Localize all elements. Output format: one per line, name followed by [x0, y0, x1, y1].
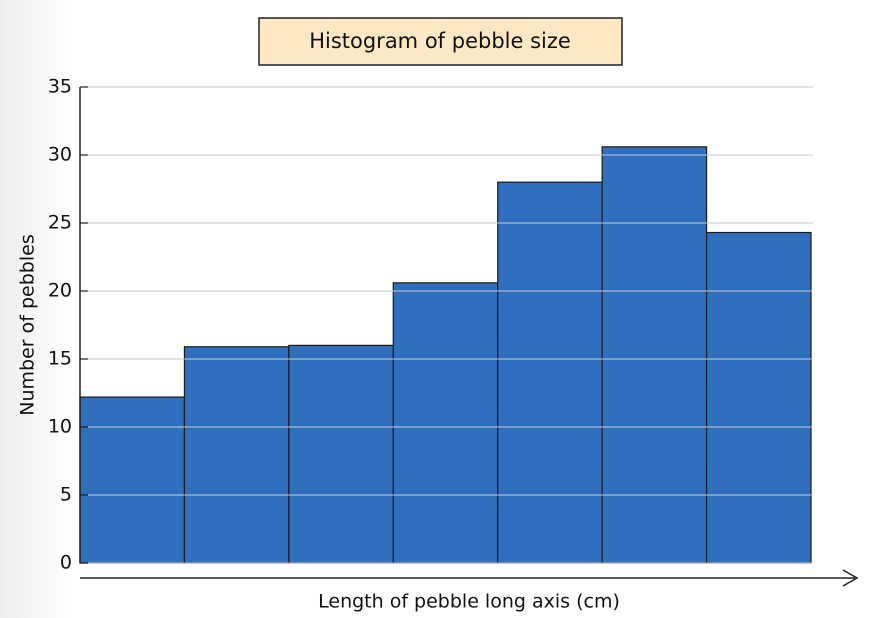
y-tick-label: 10 [48, 416, 72, 438]
y-tick-label: 30 [48, 144, 72, 166]
bar [601, 146, 708, 564]
chart-title: Histogram of pebble size [309, 29, 571, 53]
y-axis-label: Number of pebbles [17, 234, 39, 415]
bar [288, 344, 394, 564]
bar [183, 346, 290, 564]
title-box [258, 17, 623, 66]
bar [79, 396, 186, 564]
y-tick-label: 35 [48, 76, 72, 98]
y-tick-label: 20 [48, 280, 72, 302]
y-tick-label: 5 [60, 484, 72, 506]
y-tick-label: 25 [48, 212, 72, 234]
bar [497, 181, 603, 564]
y-tick-label: 15 [48, 348, 72, 370]
x-axis-label: Length of pebble long axis (cm) [318, 591, 620, 613]
y-tick-label: 0 [60, 552, 72, 574]
x-axis-arrow [842, 569, 859, 587]
bar [705, 231, 812, 564]
bar [392, 282, 499, 564]
plot-area: 0 5 10 15 20 25 30 35 [48, 76, 813, 574]
